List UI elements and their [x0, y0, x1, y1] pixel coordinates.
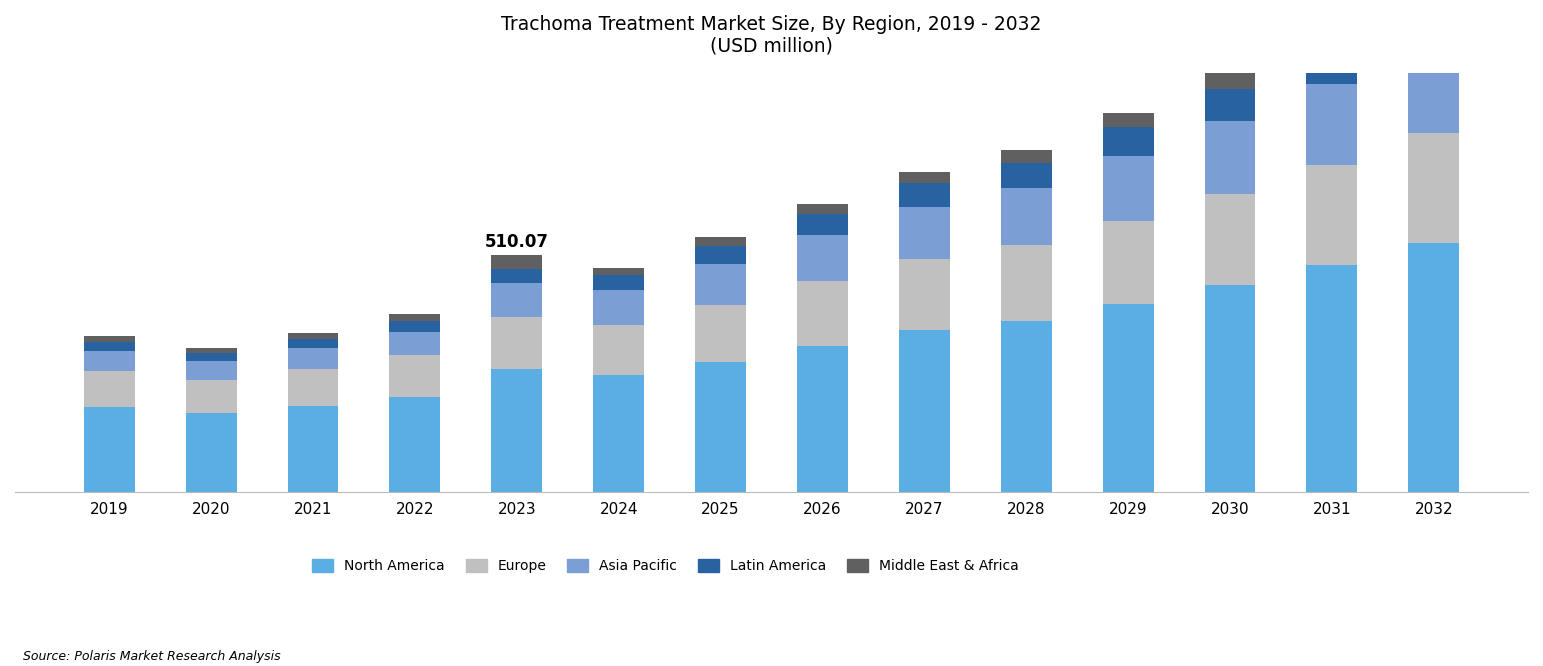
Bar [491, 254, 542, 269]
Bar [1307, 48, 1358, 84]
Bar [798, 234, 849, 281]
Bar [593, 290, 643, 325]
Bar [1103, 113, 1154, 127]
Bar [593, 375, 643, 492]
Bar [1103, 127, 1154, 157]
Bar [1103, 304, 1154, 492]
Bar [287, 333, 338, 339]
Bar [694, 362, 745, 492]
Bar [185, 361, 236, 380]
Bar [694, 264, 745, 305]
Bar [287, 369, 338, 406]
Bar [1409, 0, 1460, 3]
Bar [491, 269, 542, 283]
Bar [185, 354, 236, 361]
Bar [491, 369, 542, 492]
Bar [694, 305, 745, 362]
Bar [798, 346, 849, 492]
Bar [593, 274, 643, 290]
Text: Source: Polaris Market Research Analysis: Source: Polaris Market Research Analysis [23, 649, 281, 663]
Bar [694, 237, 745, 246]
Bar [593, 268, 643, 274]
Bar [900, 259, 950, 330]
Bar [1001, 163, 1052, 188]
Bar [1307, 265, 1358, 492]
Bar [900, 206, 950, 259]
Bar [1205, 73, 1256, 89]
Bar [1205, 285, 1256, 492]
Bar [798, 214, 849, 234]
Bar [1103, 220, 1154, 304]
Bar [287, 348, 338, 369]
Bar [900, 183, 950, 206]
Bar [185, 380, 236, 413]
Bar [83, 350, 134, 371]
Bar [1307, 165, 1358, 265]
Bar [1409, 3, 1460, 43]
Bar [900, 172, 950, 183]
Bar [389, 321, 440, 332]
Bar [389, 332, 440, 355]
Legend: North America, Europe, Asia Pacific, Latin America, Middle East & Africa: North America, Europe, Asia Pacific, Lat… [307, 554, 1025, 579]
Bar [1205, 121, 1256, 194]
Bar [1409, 43, 1460, 133]
Bar [491, 316, 542, 369]
Bar [1307, 84, 1358, 165]
Bar [1205, 194, 1256, 285]
Bar [491, 283, 542, 316]
Bar [1409, 133, 1460, 243]
Text: 510.07: 510.07 [485, 233, 549, 251]
Bar [83, 342, 134, 350]
Bar [389, 314, 440, 321]
Bar [1307, 29, 1358, 48]
Title: Trachoma Treatment Market Size, By Region, 2019 - 2032
(USD million): Trachoma Treatment Market Size, By Regio… [501, 15, 1042, 56]
Bar [1001, 245, 1052, 321]
Bar [593, 325, 643, 375]
Bar [1001, 151, 1052, 163]
Bar [900, 330, 950, 492]
Bar [1205, 89, 1256, 121]
Bar [798, 204, 849, 214]
Bar [1001, 321, 1052, 492]
Bar [83, 407, 134, 492]
Bar [1103, 157, 1154, 220]
Bar [185, 413, 236, 492]
Bar [185, 348, 236, 354]
Bar [389, 355, 440, 397]
Bar [1409, 243, 1460, 492]
Bar [287, 406, 338, 492]
Bar [83, 336, 134, 342]
Bar [287, 339, 338, 348]
Bar [1001, 188, 1052, 245]
Bar [389, 397, 440, 492]
Bar [694, 246, 745, 264]
Bar [83, 371, 134, 407]
Bar [798, 281, 849, 346]
